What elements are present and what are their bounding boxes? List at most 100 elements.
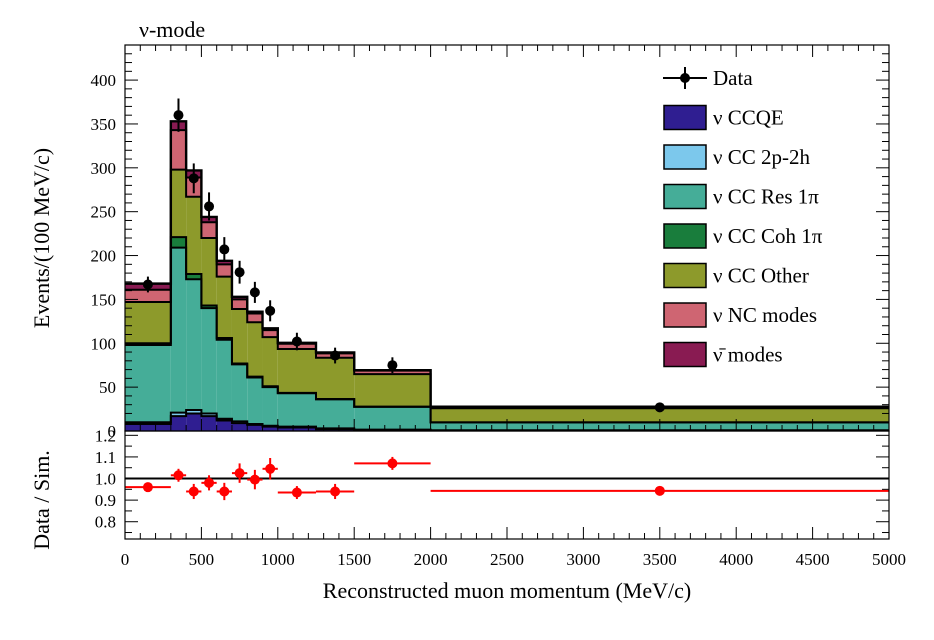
top-axes: 0 50 100 150 200 250 300 350 400 [91, 44, 890, 441]
bar-series-3-bin-1 [170, 237, 187, 248]
bar-series-2-bin-2 [186, 279, 202, 410]
x-tick-label-9: 4500 [796, 550, 830, 569]
y-tick-label-6: 300 [91, 159, 117, 178]
bar-series-4-bin-1 [170, 169, 187, 238]
y-tick-label-2: 100 [91, 334, 117, 353]
data-point-6 [249, 287, 260, 298]
y-tick-label-8: 400 [91, 71, 117, 90]
bar-series-0-bin-4 [216, 420, 232, 431]
y-tick-label-0: 0 [108, 422, 117, 441]
bar-series-0-bin-2 [186, 413, 202, 431]
ratio-point-11 [654, 485, 665, 496]
y-tick-label-4: 200 [91, 247, 117, 266]
bar-series-2-bin-7 [262, 387, 278, 426]
ratio-point-1 [173, 470, 184, 481]
bar-series-5-bin-7 [262, 330, 278, 338]
ratio-point-7 [265, 463, 276, 474]
x-tick-label-4: 2000 [414, 550, 448, 569]
bar-series-4-bin-0 [125, 302, 171, 344]
bar-series-5-bin-3 [201, 222, 217, 238]
histogram-outlines [125, 120, 889, 432]
bar-series-0-bin-6 [247, 424, 263, 431]
bar-series-2-bin-1 [170, 247, 187, 413]
ratio-point-5 [234, 468, 245, 479]
bar-series-4-bin-4 [216, 276, 232, 339]
bar-series-1-bin-3 [201, 413, 217, 417]
bar-series-5-bin-1 [170, 130, 187, 170]
x-tick-label-5: 2500 [490, 550, 524, 569]
bar-series-2-bin-6 [247, 377, 263, 424]
bar-series-4-bin-8 [277, 348, 316, 393]
y-tick-label-7: 350 [91, 115, 117, 134]
legend-label-2: ν CC Res 1π [713, 185, 819, 209]
bar-series-4-bin-10 [354, 374, 431, 407]
ratio-point-10 [387, 458, 398, 469]
ratio-point-4 [219, 486, 230, 497]
legend-swatch-3 [663, 223, 707, 249]
bottom-axes: 0.8 0.9 1.0 1.1 1.2 0 500 1000 1500 2000 2500 3000 3… [95, 426, 906, 569]
legend: Data ν CCQE ν CC 2p-2h ν CC Res 1π ν CC Coh … [663, 66, 823, 368]
legend-swatch-6 [663, 341, 707, 368]
data-point-4 [219, 244, 230, 255]
legend-label-3: ν CC Coh 1π [713, 224, 823, 248]
ratio-y-tick-label-4: 1.2 [95, 426, 116, 445]
bar-series-4-bin-6 [247, 322, 263, 377]
bar-series-0-bin-5 [231, 423, 248, 431]
ratio-point-8 [291, 487, 302, 498]
bar-series-3-bin-2 [186, 273, 202, 280]
bar-series-6-bin-4 [216, 260, 232, 265]
data-point-1 [173, 110, 184, 121]
ratio-point-3 [204, 477, 215, 488]
data-points [142, 98, 665, 413]
ratio-point-9 [330, 486, 341, 497]
legend-swatch-2 [663, 183, 707, 210]
x-tick-label-3: 1500 [337, 550, 371, 569]
legend-label-data: Data [713, 66, 753, 90]
chart-title: ν-mode [139, 17, 205, 42]
bar-series-3-bin-3 [201, 305, 217, 309]
bar-series-2-bin-8 [277, 393, 316, 427]
data-point-11 [654, 402, 665, 413]
data-point-0 [142, 279, 153, 290]
x-tick-label-10: 5000 [872, 550, 906, 569]
y-tick-label-5: 250 [91, 203, 117, 222]
bar-series-0-bin-8 [277, 427, 316, 431]
ratio-y-tick-label-2: 1.0 [95, 470, 116, 489]
data-point-9 [330, 350, 341, 361]
x-axis-label: Reconstructed muon momentum (MeV/c) [323, 578, 691, 603]
bar-series-4-bin-9 [316, 357, 355, 399]
bar-series-0-bin-1 [170, 416, 187, 431]
ratio-y-tick-label-0: 0.8 [95, 513, 116, 532]
legend-label-5: ν NC modes [713, 303, 817, 327]
bar-series-0-bin-0 [125, 423, 171, 431]
legend-label-1: ν CC 2p-2h [713, 145, 811, 169]
legend-swatch-4 [663, 262, 707, 289]
bottom-plot-frame [124, 430, 890, 540]
legend-swatch-1 [663, 144, 707, 170]
bar-series-4-bin-3 [201, 238, 217, 306]
y-tick-label-1: 50 [99, 378, 116, 397]
x-tick-label-1: 500 [189, 550, 215, 569]
x-tick-label-8: 4000 [719, 550, 753, 569]
y-axis-label: Events/(100 MeV/c) [29, 148, 54, 328]
legend-label-0: ν CCQE [713, 106, 784, 130]
x-tick-label-6: 3000 [566, 550, 600, 569]
outline-series-3 [125, 236, 889, 424]
ratio-point-2 [188, 486, 199, 497]
x-tick-label-7: 3500 [643, 550, 677, 569]
ratio-point-6 [249, 474, 260, 485]
ratio-y-tick-label-1: 0.9 [95, 491, 116, 510]
bar-series-4-bin-2 [186, 196, 202, 274]
bar-series-5-bin-5 [231, 299, 248, 310]
legend-swatch-0 [663, 104, 707, 131]
ratio-points [125, 456, 889, 501]
legend-label-4: ν CC Other [713, 264, 809, 288]
bar-series-5-bin-6 [247, 313, 263, 323]
data-point-8 [291, 336, 302, 347]
bar-series-5-bin-4 [216, 264, 232, 277]
bar-series-2-bin-0 [125, 345, 171, 423]
bar-series-4-bin-7 [262, 337, 278, 387]
ratio-y-axis-label: Data / Sim. [29, 450, 54, 550]
bar-series-6-bin-5 [231, 296, 248, 300]
